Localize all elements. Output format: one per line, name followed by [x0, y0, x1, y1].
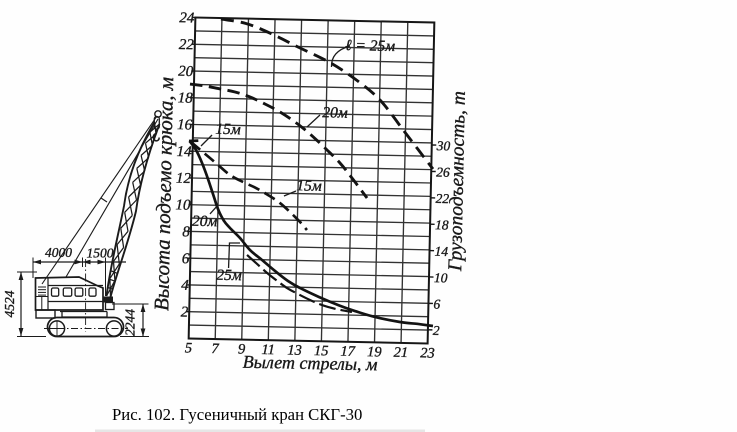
svg-text:19: 19 [367, 344, 383, 360]
svg-text:15м: 15м [215, 121, 241, 139]
svg-text:30: 30 [436, 138, 451, 153]
svg-text:20м: 20м [192, 213, 218, 231]
svg-text:Грузоподъемность, т: Грузоподъемность, т [445, 91, 470, 272]
svg-text:4000: 4000 [45, 245, 72, 260]
svg-text:2244: 2244 [123, 309, 138, 336]
svg-text:15м: 15м [296, 177, 322, 195]
svg-text:Высота подъемо крюка, м: Высота подъемо крюка, м [150, 77, 178, 311]
svg-text:Рис. 102. Гусеничный кран СКГ-: Рис. 102. Гусеничный кран СКГ-30 [112, 405, 362, 424]
svg-text:14: 14 [176, 144, 192, 160]
svg-text:10: 10 [434, 270, 448, 285]
svg-text:2: 2 [181, 304, 189, 320]
svg-text:1500: 1500 [87, 246, 114, 261]
svg-text:4: 4 [181, 278, 189, 294]
svg-text:17: 17 [340, 344, 356, 360]
svg-text:5: 5 [185, 340, 193, 356]
svg-text:15: 15 [314, 343, 329, 359]
svg-text:26: 26 [436, 165, 450, 180]
svg-text:22: 22 [179, 37, 195, 53]
svg-text:4524: 4524 [2, 290, 17, 317]
svg-text:7: 7 [211, 341, 219, 357]
svg-text:20: 20 [178, 64, 194, 80]
svg-text:ℓ = 25м: ℓ = 25м [345, 37, 396, 55]
svg-text:25м: 25м [216, 267, 242, 285]
svg-text:14: 14 [434, 244, 448, 259]
svg-text:21: 21 [393, 345, 408, 361]
svg-text:Вылет стрелы, м: Вылет стрелы, м [243, 352, 379, 375]
svg-text:6: 6 [182, 251, 190, 267]
svg-text:18: 18 [435, 217, 449, 232]
svg-text:24: 24 [179, 10, 195, 26]
svg-text:10: 10 [175, 197, 191, 213]
svg-text:18: 18 [178, 90, 194, 106]
svg-text:9: 9 [238, 341, 246, 357]
svg-text:2: 2 [433, 323, 440, 338]
svg-text:22: 22 [435, 191, 449, 206]
svg-text:6: 6 [433, 296, 440, 311]
svg-text:20м: 20м [322, 104, 348, 122]
svg-text:11: 11 [261, 342, 275, 358]
svg-text:16: 16 [177, 117, 193, 133]
svg-text:12: 12 [176, 171, 192, 187]
svg-text:23: 23 [420, 345, 435, 361]
svg-text:8: 8 [182, 224, 190, 240]
svg-text:13: 13 [287, 343, 302, 359]
